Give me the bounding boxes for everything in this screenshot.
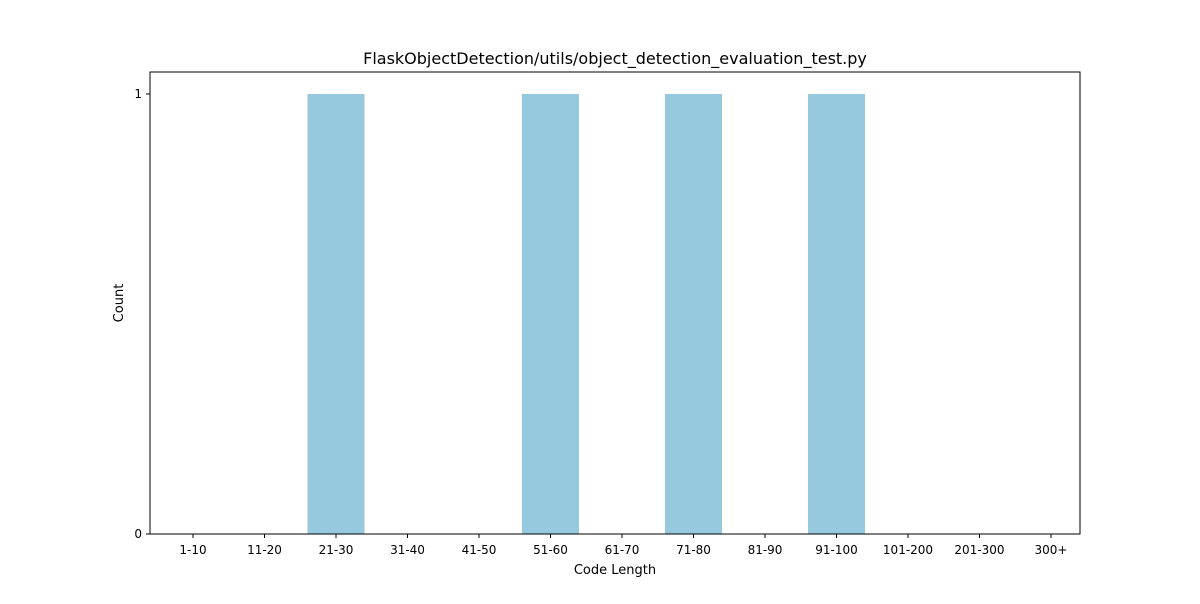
x-tick-label: 101-200: [883, 543, 933, 557]
bar-71-80: [665, 94, 722, 534]
x-axis-ticks: 1-10 11-20 21-30 31-40 41-50 51-60 61-70 71-80 8…: [179, 534, 1067, 557]
chart-title: FlaskObjectDetection/utils/object_detect…: [363, 49, 867, 69]
y-axis-ticks: 01: [134, 87, 150, 541]
x-axis-label: Code Length: [574, 563, 656, 578]
y-tick-label: 1: [134, 87, 142, 101]
x-tick-label: 61-70: [605, 543, 640, 557]
y-tick-label: 0: [134, 527, 142, 541]
x-tick-label: 41-50: [462, 543, 497, 557]
x-tick-label: 300+: [1035, 543, 1068, 557]
bar-21-30: [307, 94, 365, 534]
x-tick-label: 51-60: [533, 543, 568, 557]
x-tick-label: 21-30: [319, 543, 354, 557]
bar-91-100: [808, 94, 865, 534]
plot-frame: [149, 71, 1081, 535]
y-axis-label: Count: [112, 284, 127, 323]
bars-layer: [307, 94, 865, 534]
x-tick-label: 1-10: [179, 543, 206, 557]
bar-51-60: [522, 94, 579, 534]
x-tick-label: 11-20: [247, 543, 282, 557]
x-tick-label: 71-80: [676, 543, 711, 557]
x-tick-label: 91-100: [815, 543, 858, 557]
x-tick-label: 81-90: [748, 543, 783, 557]
x-tick-label: 201-300: [954, 543, 1004, 557]
x-tick-label: 31-40: [390, 543, 425, 557]
